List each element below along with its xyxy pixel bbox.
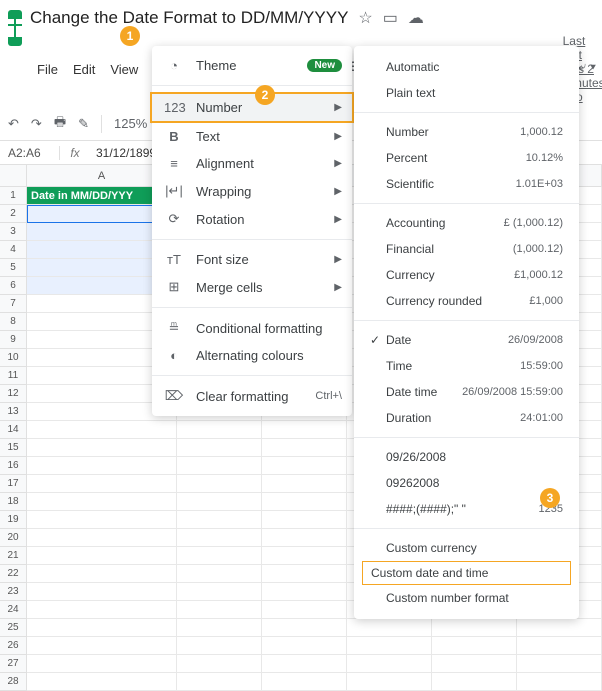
row-head[interactable]: 24 [0, 601, 26, 619]
row-head[interactable]: 10 [0, 349, 26, 367]
chevron-right-icon: ▶ [334, 214, 342, 225]
row-head[interactable]: 15 [0, 439, 26, 457]
num-scientific[interactable]: Scientific1.01E+03 [354, 171, 579, 197]
paint-icon[interactable]: ✎ [78, 116, 89, 132]
row-head[interactable]: 5 [0, 259, 26, 277]
row-head[interactable]: 16 [0, 457, 26, 475]
chevron-right-icon: ▶ [334, 254, 342, 265]
annotation-badge-1: 1 [120, 26, 140, 46]
row-head[interactable]: 18 [0, 493, 26, 511]
row-head[interactable]: 19 [0, 511, 26, 529]
row-head[interactable]: 25 [0, 619, 26, 637]
sheets-logo[interactable] [8, 10, 22, 46]
format-menu: ◔ThemeNew 123Number▶ BText▶ ≡Alignment▶ … [152, 46, 352, 416]
name-box[interactable]: A2:A6 [0, 146, 60, 160]
row-head[interactable]: 12 [0, 385, 26, 403]
row-head[interactable]: 14 [0, 421, 26, 439]
align-icon: ≡ [164, 156, 184, 171]
menu-wrapping[interactable]: |↵|Wrapping▶ [152, 177, 352, 205]
num-currency-rounded[interactable]: Currency rounded£1,000 [354, 288, 579, 314]
num-number[interactable]: Number1,000.12 [354, 119, 579, 145]
num-datetime[interactable]: Date time26/09/2008 15:59:00 [354, 379, 579, 405]
fontsize-icon: тT [164, 252, 184, 267]
row-head[interactable]: 4 [0, 241, 26, 259]
num-percent[interactable]: Percent10.12% [354, 145, 579, 171]
num-custom-date-time[interactable]: Custom date and time [362, 561, 571, 585]
menu-clear-format[interactable]: ⌦Clear formattingCtrl+\ [152, 382, 352, 410]
num-time[interactable]: Time15:59:00 [354, 353, 579, 379]
chevron-right-icon: ▶ [334, 158, 342, 169]
menu-file[interactable]: File [30, 59, 65, 80]
menu-number[interactable]: 123Number▶ [150, 92, 354, 123]
check-icon: ✓ [370, 333, 386, 347]
menu-edit[interactable]: Edit [66, 59, 102, 80]
row-head[interactable]: 6 [0, 277, 26, 295]
number-submenu: Automatic Plain text Number1,000.12 Perc… [354, 46, 579, 619]
chevron-right-icon: ▶ [334, 131, 342, 142]
row-head[interactable]: 28 [0, 673, 26, 691]
merge-icon: ⊞ [164, 279, 184, 295]
menu-alignment[interactable]: ≡Alignment▶ [152, 150, 352, 177]
undo-icon[interactable]: ↶ [8, 116, 19, 132]
row-head[interactable]: 17 [0, 475, 26, 493]
menu-fontsize[interactable]: тTFont size▶ [152, 246, 352, 273]
num-accounting[interactable]: Accounting£ (1,000.12) [354, 210, 579, 236]
chevron-right-icon: ▶ [334, 282, 342, 293]
chevron-right-icon: ▶ [334, 102, 342, 113]
menu-conditional[interactable]: ≞Conditional formatting [152, 314, 352, 342]
row-head[interactable]: 3 [0, 223, 26, 241]
row-head[interactable]: 11 [0, 367, 26, 385]
row-head[interactable]: 23 [0, 583, 26, 601]
cloud-icon[interactable]: ☁ [408, 8, 424, 28]
annotation-badge-2: 2 [255, 85, 275, 105]
fx-icon: fx [60, 146, 90, 160]
num-automatic[interactable]: Automatic [354, 54, 579, 80]
row-head[interactable]: 13 [0, 403, 26, 421]
rotation-icon: ⟳ [164, 211, 184, 227]
annotation-badge-3: 3 [540, 488, 560, 508]
move-icon[interactable]: ▭ [383, 8, 398, 28]
new-badge: New [307, 59, 342, 72]
conditional-icon: ≞ [164, 320, 184, 336]
star-icon[interactable]: ☆ [358, 8, 372, 28]
menu-view[interactable]: View [103, 59, 145, 80]
text-icon: B [164, 129, 184, 144]
num-financial[interactable]: Financial(1,000.12) [354, 236, 579, 262]
num-date[interactable]: ✓Date26/09/2008 [354, 327, 579, 353]
row-head[interactable]: 7 [0, 295, 26, 313]
redo-icon[interactable]: ↷ [31, 116, 42, 132]
theme-icon: ◔ [164, 58, 184, 73]
row-head[interactable]: 8 [0, 313, 26, 331]
menu-text[interactable]: BText▶ [152, 123, 352, 150]
number-icon: 123 [164, 100, 184, 115]
num-custom-currency[interactable]: Custom currency [354, 535, 579, 561]
alternating-icon: ◐ [164, 348, 184, 363]
num-currency[interactable]: Currency£1,000.12 [354, 262, 579, 288]
row-head[interactable]: 27 [0, 655, 26, 673]
num-custom-number[interactable]: Custom number format [354, 585, 579, 611]
row-head[interactable]: 22 [0, 565, 26, 583]
wrap-icon[interactable]: ⤶ ▾ [578, 58, 596, 75]
menu-merge[interactable]: ⊞Merge cells▶ [152, 273, 352, 301]
clear-icon: ⌦ [164, 388, 184, 404]
row-head[interactable]: 2 [0, 205, 26, 223]
row-headers: for(let i=1;i<=28;i++)document.write('<d… [0, 165, 27, 691]
num-duration[interactable]: Duration24:01:00 [354, 405, 579, 431]
row-head[interactable]: 9 [0, 331, 26, 349]
wrap-icon: |↵| [164, 183, 184, 199]
row-head[interactable]: 26 [0, 637, 26, 655]
menu-theme[interactable]: ◔ThemeNew [152, 52, 352, 79]
row-head[interactable]: 1 [0, 187, 26, 205]
doc-title[interactable]: Change the Date Format to DD/MM/YYYY [30, 8, 348, 28]
num-plaintext[interactable]: Plain text [354, 80, 579, 106]
row-head[interactable]: 20 [0, 529, 26, 547]
chevron-right-icon: ▶ [334, 186, 342, 197]
menu-alternating[interactable]: ◐Alternating colours [152, 342, 352, 369]
row-head[interactable]: 21 [0, 547, 26, 565]
formula-bar[interactable]: 31/12/1899 [90, 146, 156, 160]
print-icon[interactable]: 🖶 [54, 113, 66, 135]
num-recent-1[interactable]: 09/26/2008 [354, 444, 579, 470]
menu-rotation[interactable]: ⟳Rotation▶ [152, 205, 352, 233]
